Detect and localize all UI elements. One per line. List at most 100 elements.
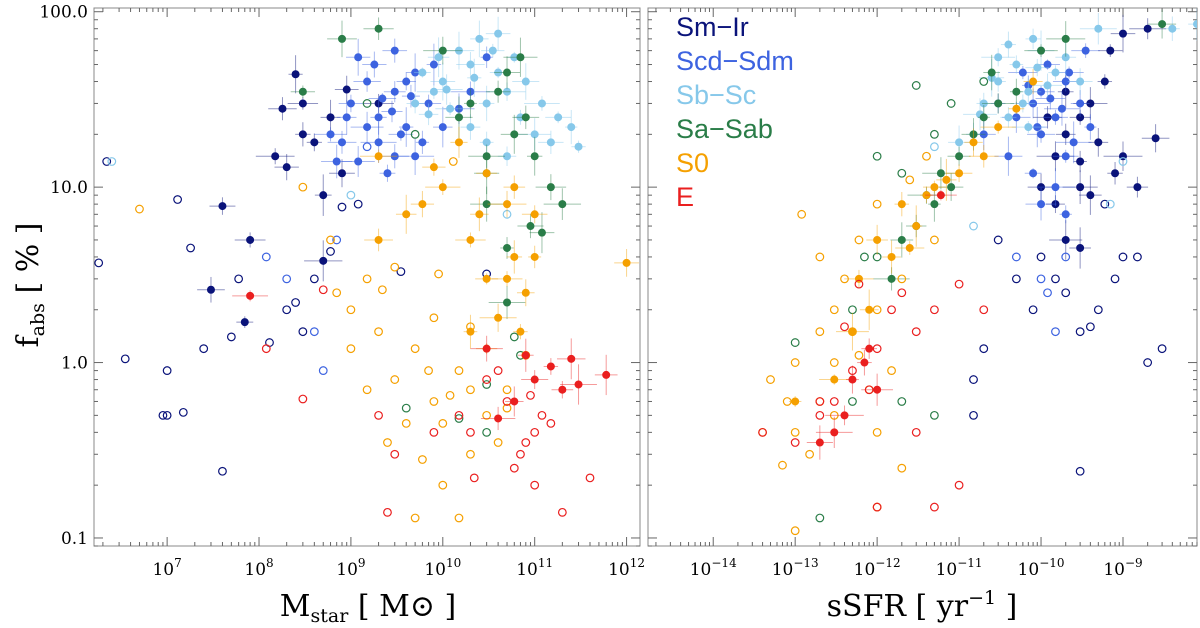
data-point-filled <box>930 183 939 192</box>
data-point-filled <box>438 123 447 132</box>
data-point-filled <box>482 152 491 161</box>
data-point-open <box>326 247 335 256</box>
data-point-open <box>897 397 907 406</box>
x-axis-title-right-main: sSFR [ yr <box>827 589 969 624</box>
data-point-filled <box>936 169 945 178</box>
y-axis-title-main: f <box>11 334 46 347</box>
x-tick-exp: 11 <box>538 556 553 570</box>
data-point-filled <box>291 70 300 79</box>
data-point-filled <box>897 200 906 209</box>
data-point-filled <box>1076 99 1085 108</box>
data-point-open <box>178 407 188 417</box>
data-point-filled <box>1111 169 1120 178</box>
data-point-open <box>410 344 420 354</box>
x-axis-title-right-close: ] <box>996 589 1017 624</box>
data-point-open <box>872 502 882 512</box>
data-point-filled <box>1076 157 1085 166</box>
data-point-filled <box>897 235 906 244</box>
x-tick-base: 10 <box>690 560 712 580</box>
data-point-filled <box>218 202 227 211</box>
data-point-open <box>897 168 907 178</box>
x-tick-label-right: 10−9 <box>1103 556 1142 580</box>
data-point-open <box>438 418 448 428</box>
data-point-open <box>979 305 989 315</box>
data-point-filled <box>363 123 372 132</box>
data-point-open <box>482 427 492 437</box>
x-tick-base: 10 <box>854 560 876 580</box>
data-point-filled <box>1012 87 1021 96</box>
data-point-open <box>848 397 857 406</box>
data-point-filled <box>271 152 280 161</box>
data-point-filled <box>390 87 399 96</box>
data-point-filled <box>466 235 475 244</box>
data-point-filled <box>1076 243 1085 252</box>
data-point-filled <box>521 288 530 297</box>
data-point-filled <box>1158 20 1167 29</box>
data-point-open <box>790 427 800 437</box>
data-point-filled <box>558 200 567 209</box>
legend-item-sa-sab: Sa−Sab <box>676 114 773 144</box>
data-point-filled <box>1057 104 1066 113</box>
data-point-open <box>410 513 420 523</box>
data-point-open <box>318 366 328 375</box>
data-point-open <box>158 410 168 420</box>
data-point-filled <box>434 53 443 62</box>
data-point-open <box>530 427 540 437</box>
x-tick-exp: −12 <box>875 556 900 570</box>
data-point-open <box>790 526 800 536</box>
y-axis-title: fabs [ % ] <box>11 223 49 348</box>
data-point-filled <box>1076 77 1085 86</box>
data-point-filled <box>994 123 1003 132</box>
data-point-filled <box>475 34 484 43</box>
y-tick-label: 0.1 <box>61 529 88 549</box>
series-Scd−Sdm <box>971 43 1100 337</box>
data-point-open <box>585 473 595 483</box>
data-point-open <box>326 235 335 245</box>
data-point-filled <box>429 163 438 172</box>
data-point-filled <box>338 34 347 43</box>
data-point-filled <box>319 191 328 200</box>
data-point-open <box>854 279 864 289</box>
data-point-filled <box>537 99 546 108</box>
series-S0 <box>758 68 1043 536</box>
data-point-filled <box>530 152 539 161</box>
data-point-filled <box>482 138 491 147</box>
data-point-filled <box>510 397 519 406</box>
plot-frame-right <box>647 7 1198 547</box>
data-point-filled <box>1018 99 1027 108</box>
data-point-open <box>454 414 464 423</box>
data-point-filled <box>922 191 931 200</box>
data-point-filled <box>567 123 576 132</box>
data-point-filled <box>503 200 512 209</box>
data-point-open <box>482 375 492 384</box>
data-point-filled <box>494 68 503 77</box>
x-axis-title-left-sub: star <box>311 605 350 627</box>
plot-frame-left <box>93 7 641 547</box>
data-point-filled <box>1043 60 1052 69</box>
data-point-open <box>1036 252 1046 262</box>
data-point-open <box>979 344 989 354</box>
data-point-open <box>815 252 825 262</box>
data-point-filled <box>383 169 392 178</box>
data-point-open <box>445 390 455 400</box>
legend-item-sb-sc: Sb−Sc <box>676 80 756 110</box>
data-point-filled <box>470 73 479 82</box>
data-point-filled <box>1037 130 1046 139</box>
data-point-open <box>872 252 882 262</box>
data-point-filled <box>494 414 503 423</box>
x-axis-title-left-close: ] <box>435 589 456 624</box>
data-point-filled <box>936 191 945 200</box>
x-tick-base: 10 <box>772 560 794 580</box>
data-point-filled <box>510 183 519 192</box>
data-point-filled <box>1061 53 1070 62</box>
data-point-open <box>466 449 475 459</box>
data-point-filled <box>994 77 1003 86</box>
x-tick-exp: −10 <box>1039 556 1064 570</box>
data-point-filled <box>830 375 839 384</box>
data-point-filled <box>246 235 255 244</box>
data-point-filled <box>1061 210 1070 219</box>
data-point-open <box>509 463 519 473</box>
data-point-filled <box>1061 77 1070 86</box>
data-point-open <box>1157 344 1167 354</box>
data-point-filled <box>402 77 411 86</box>
